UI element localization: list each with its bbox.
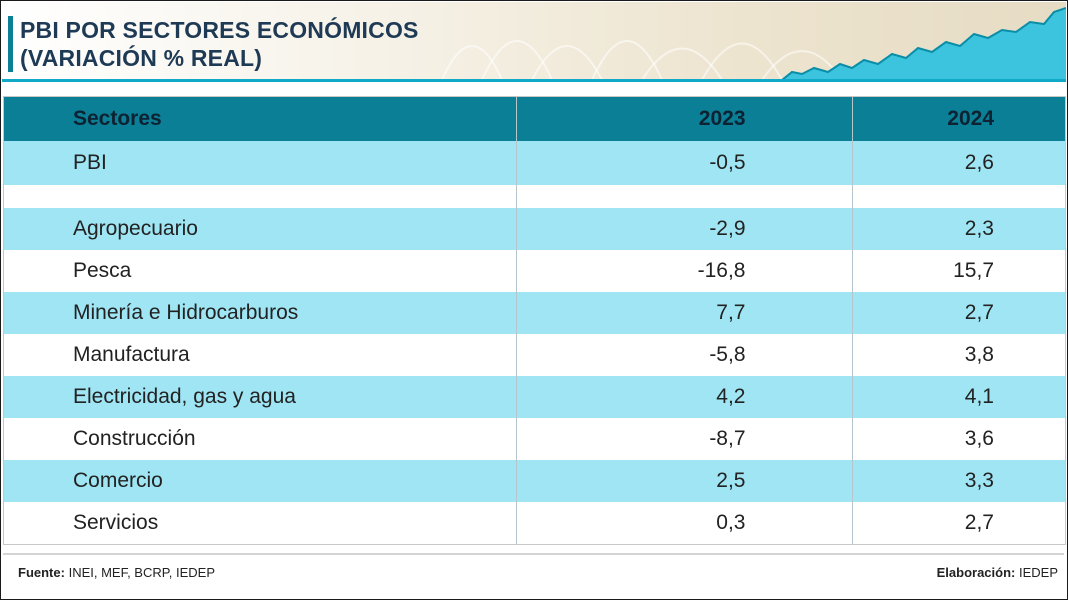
table-row: Agropecuario -2,9 2,3 <box>4 208 1065 250</box>
column-header-2023: 2023 <box>515 97 852 141</box>
source-text: INEI, MEF, BCRP, IEDEP <box>68 565 215 580</box>
sector-cell: Manufactura <box>4 334 516 376</box>
title-accent-bar <box>8 16 13 72</box>
spacer-cell <box>851 185 1065 208</box>
sector-cell: Electricidad, gas y agua <box>4 376 516 418</box>
value-2024-cell: 4,1 <box>851 376 1065 418</box>
table-row: Electricidad, gas y agua 4,2 4,1 <box>4 376 1065 418</box>
sector-cell: Construcción <box>4 418 516 460</box>
value-2024-cell: 15,7 <box>851 250 1065 292</box>
value-2023-cell: -0,5 <box>515 141 852 185</box>
table-row: Comercio 2,5 3,3 <box>4 460 1065 502</box>
table-header-row: Sectores 2023 2024 <box>4 97 1065 141</box>
table-row: PBI -0,5 2,6 <box>4 141 1065 185</box>
source-label: Fuente: <box>18 565 65 580</box>
table-row: Construcción -8,7 3,6 <box>4 418 1065 460</box>
decorative-chart-art <box>441 7 1066 80</box>
value-2024-cell: 2,7 <box>851 502 1065 544</box>
value-2024-cell: 3,6 <box>851 418 1065 460</box>
value-2023-cell: 0,3 <box>515 502 852 544</box>
value-2023-cell: -5,8 <box>515 334 852 376</box>
value-2023-cell: 2,5 <box>515 460 852 502</box>
value-2023-cell: -8,7 <box>515 418 852 460</box>
data-table: Sectores 2023 2024 PBI -0,5 2,6 Agropecu… <box>3 96 1066 545</box>
credit-text: IEDEP <box>1018 565 1058 580</box>
value-2023-cell: 7,7 <box>515 292 852 334</box>
chart-title: PBI POR SECTORES ECONÓMICOS (VARIACIÓN %… <box>20 16 419 72</box>
sector-cell: Pesca <box>4 250 516 292</box>
spacer-cell <box>515 185 852 208</box>
sector-cell: PBI <box>4 141 516 185</box>
title-line-1: PBI POR SECTORES ECONÓMICOS <box>20 17 419 43</box>
value-2024-cell: 2,6 <box>851 141 1065 185</box>
sector-cell: Servicios <box>4 502 516 544</box>
value-2024-cell: 3,8 <box>851 334 1065 376</box>
table-row: Manufactura -5,8 3,8 <box>4 334 1065 376</box>
value-2023-cell: 4,2 <box>515 376 852 418</box>
sector-cell: Agropecuario <box>4 208 516 250</box>
credit-label: Elaboración: <box>936 565 1016 580</box>
value-2024-cell: 2,7 <box>851 292 1065 334</box>
title-banner: PBI POR SECTORES ECONÓMICOS (VARIACIÓN %… <box>2 2 1066 80</box>
value-2023-cell: -16,8 <box>515 250 852 292</box>
value-2023-cell: -2,9 <box>515 208 852 250</box>
footer-divider <box>3 553 1064 555</box>
title-line-2: (VARIACIÓN % REAL) <box>20 45 263 71</box>
table-row: Minería e Hidrocarburos 7,7 2,7 <box>4 292 1065 334</box>
column-header-2024: 2024 <box>851 97 1065 141</box>
value-2024-cell: 3,3 <box>851 460 1065 502</box>
value-2024-cell: 2,3 <box>851 208 1065 250</box>
spacer-cell <box>4 185 516 208</box>
column-header-sectores: Sectores <box>4 97 516 141</box>
table-row: Servicios 0,3 2,7 <box>4 502 1065 544</box>
spacer-row <box>4 185 1065 208</box>
header-divider <box>2 79 1066 82</box>
credit-note: Elaboración: IEDEP <box>937 565 1058 580</box>
sector-cell: Minería e Hidrocarburos <box>4 292 516 334</box>
table-row: Pesca -16,8 15,7 <box>4 250 1065 292</box>
source-note: Fuente: INEI, MEF, BCRP, IEDEP <box>18 565 215 580</box>
sector-cell: Comercio <box>4 460 516 502</box>
